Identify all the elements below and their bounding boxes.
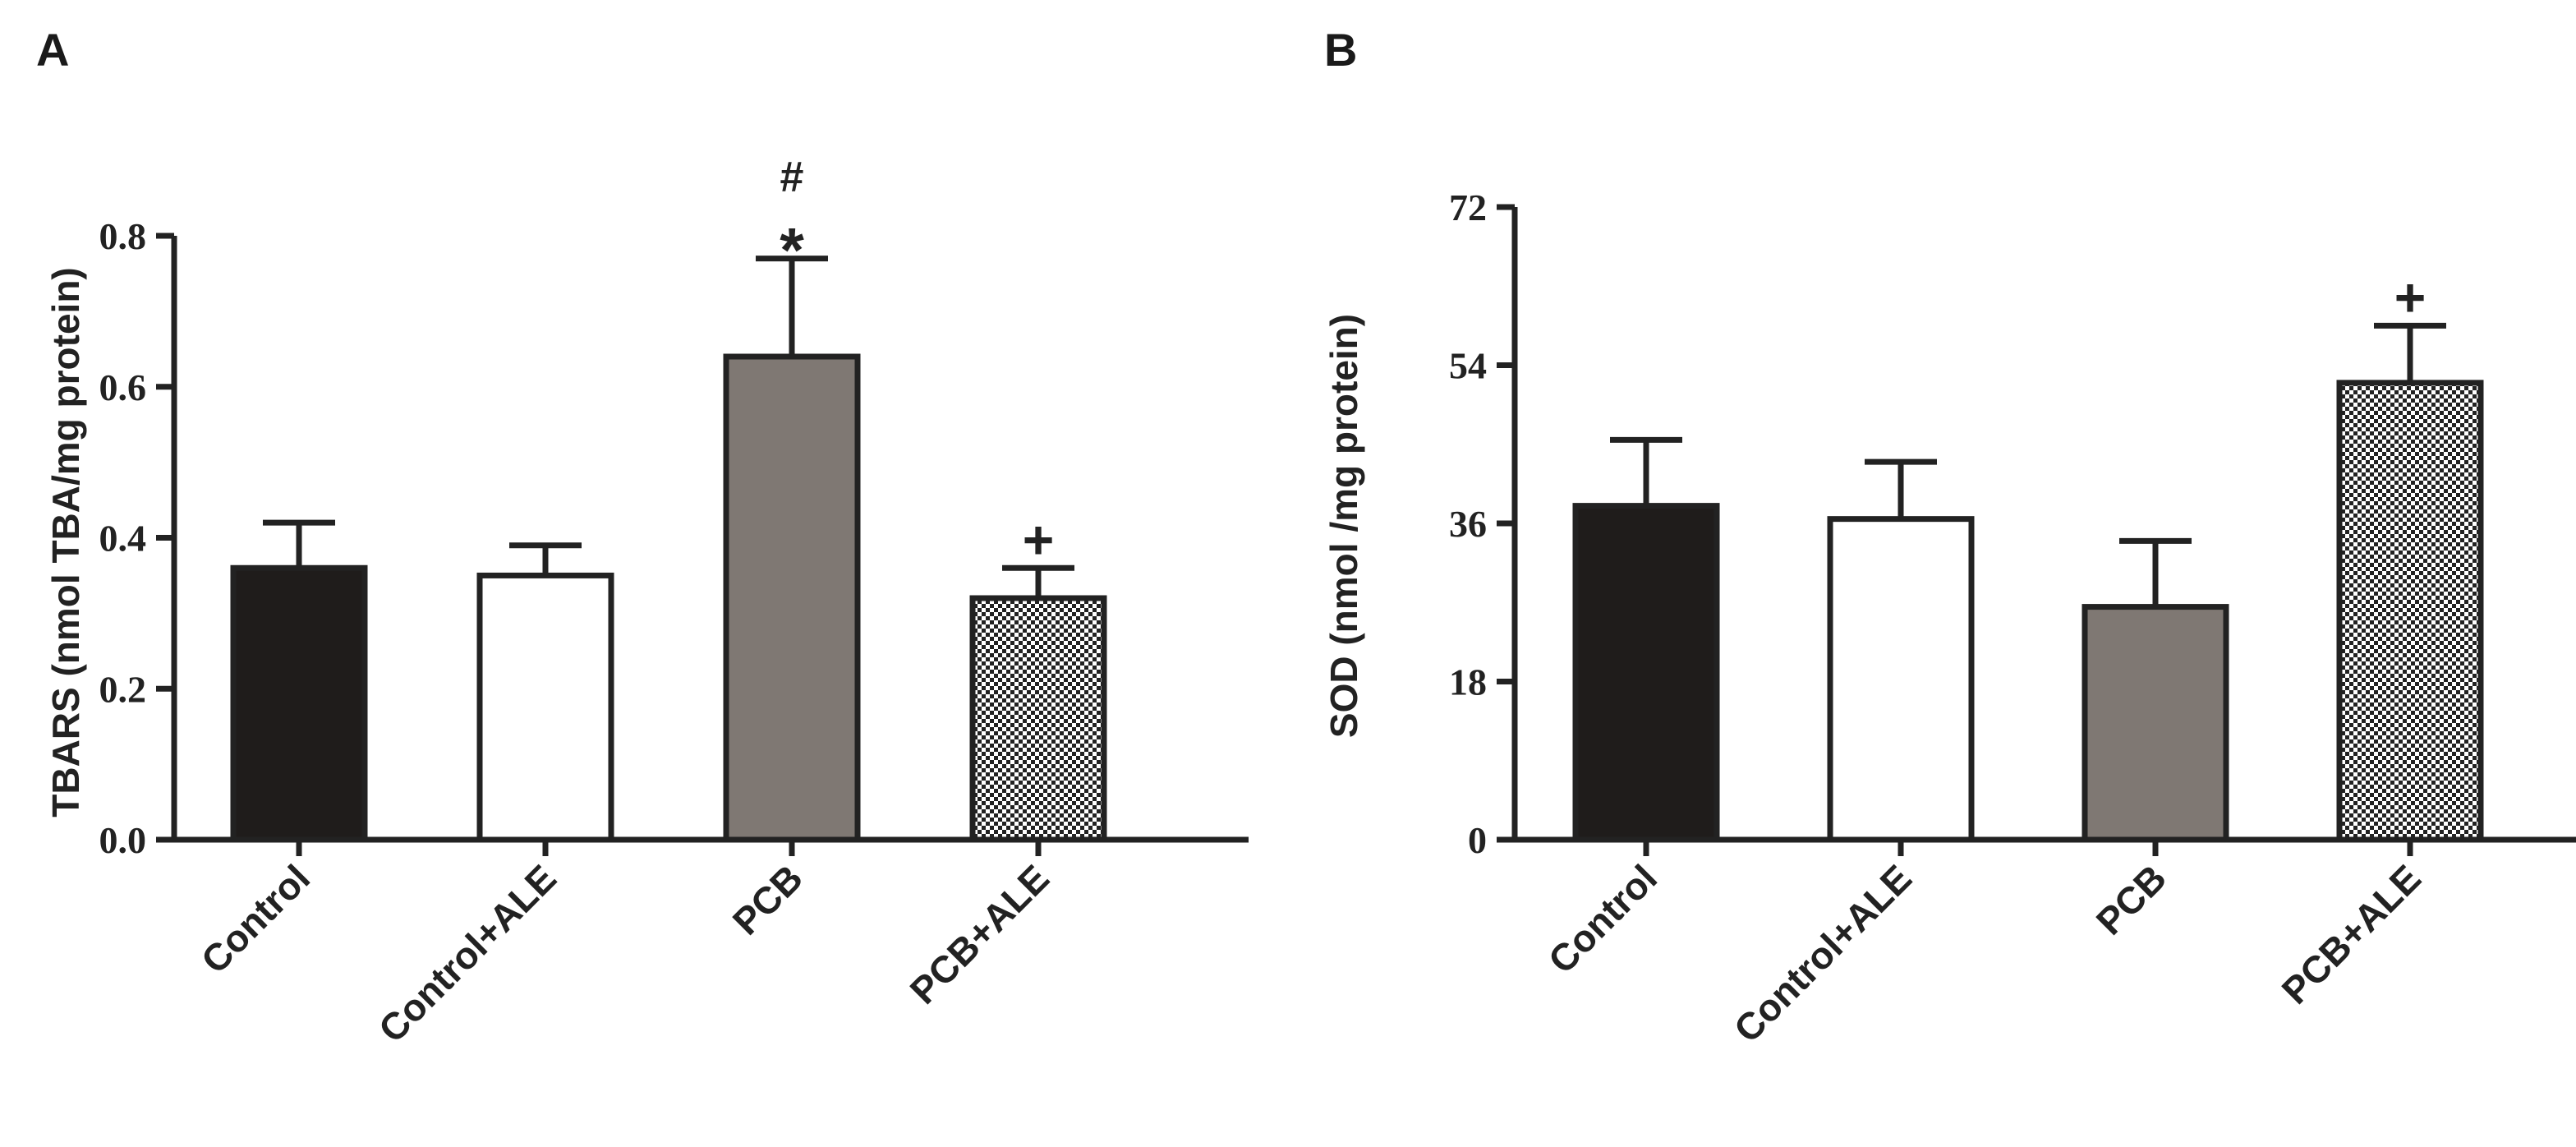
bar-b-pcb-ale xyxy=(2336,380,2484,843)
x-tick-label-a: PCB xyxy=(724,856,811,942)
y-tick-label-b: 54 xyxy=(1449,345,1487,387)
y-tick-label-a: 0.2 xyxy=(99,668,147,710)
panel-b: B SOD (nmol /mg protein) 0 18 36 54 72 Contro… xyxy=(1322,24,2576,1051)
significance-mark-a: # xyxy=(780,154,804,201)
panel-letter-a: A xyxy=(36,24,69,76)
x-tick-label-a: Control xyxy=(193,856,318,981)
y-axis-title-b: SOD (nmol /mg protein) xyxy=(1322,314,1365,738)
y-tick-label-a: 0.8 xyxy=(99,215,147,257)
y-tick-label-b: 18 xyxy=(1449,661,1487,703)
x-tick-label-b: PCB+ALE xyxy=(2274,856,2429,1011)
bar-a-pcb xyxy=(723,353,861,843)
significance-mark-b: + xyxy=(2394,266,2426,327)
significance-mark-a: * xyxy=(780,216,804,286)
panel-letter-b: B xyxy=(1324,24,1357,76)
y-tick-label-a: 0.4 xyxy=(99,518,147,560)
y-tick-label-b: 36 xyxy=(1449,503,1487,545)
y-tick-label-b: 72 xyxy=(1449,187,1487,228)
bar-b-control-ale xyxy=(1827,516,1975,843)
x-tick-label-b: PCB xyxy=(2088,856,2174,942)
y-tick-label-a: 0.6 xyxy=(99,366,147,408)
y-tick-label-b: 0 xyxy=(1468,819,1487,861)
bar-b-pcb xyxy=(2082,604,2229,843)
x-tick-label-b: Control+ALE xyxy=(1726,856,1920,1050)
bar-a-pcb-ale xyxy=(969,595,1107,843)
bar-b-control xyxy=(1572,503,1720,843)
x-tick-label-a: Control+ALE xyxy=(370,856,564,1050)
plot-area-b: 0 18 36 54 72 Control Control+ALE PCB PCB+ALE + xyxy=(1449,187,2576,1051)
significance-mark-a: + xyxy=(1023,509,1055,569)
bar-a-control-ale xyxy=(476,572,614,843)
y-axis-title-a: TBARS (nmol TBA/mg protein) xyxy=(44,267,87,818)
bar-a-control xyxy=(230,564,368,843)
plot-area-a: 0.0 0.2 0.4 0.6 0.8 Control Control+ALE PCB PCB+… xyxy=(99,154,1249,1051)
x-tick-label-b: Control xyxy=(1540,856,1665,981)
y-tick-label-a: 0.0 xyxy=(99,819,147,861)
x-tick-label-a: PCB+ALE xyxy=(902,856,1057,1011)
panel-a: A TBARS (nmol TBA/mg protein) 0.00.20.40… xyxy=(36,24,1249,1051)
